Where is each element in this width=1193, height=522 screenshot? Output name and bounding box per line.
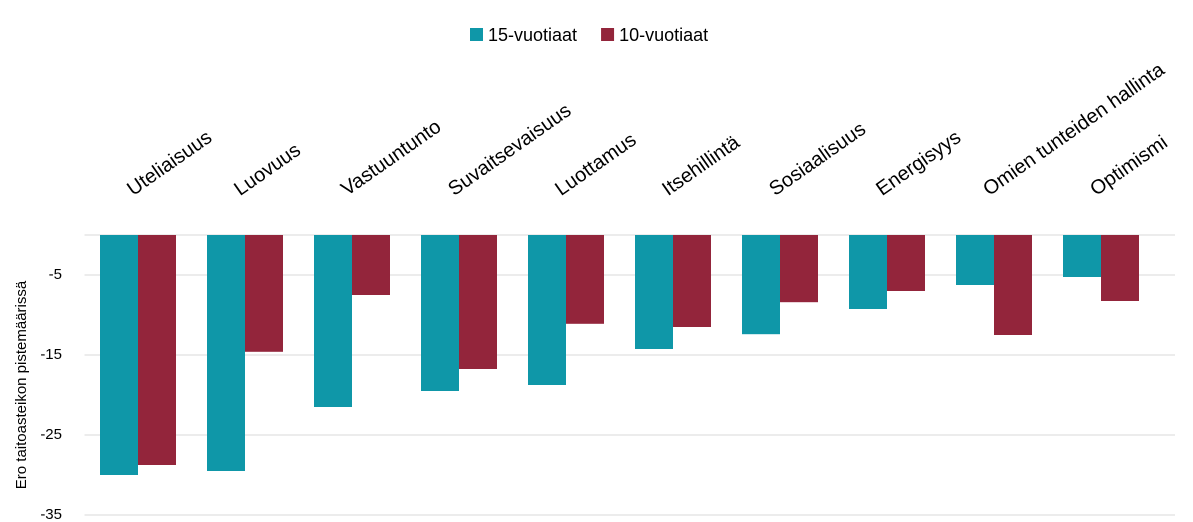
bar [635,235,673,349]
bar [1101,235,1139,301]
legend-swatch [601,28,615,41]
y-tick-label: -15 [40,346,62,363]
legend-swatch [470,28,483,41]
legend-label: 15-vuotiaat [488,25,577,45]
x-tick-label: Energisyys [872,126,965,200]
bar [956,235,994,285]
bar [849,235,887,309]
bar [314,235,352,407]
legend-label: 10-vuotiaat [619,25,708,45]
x-tick-label: Optimismi [1086,131,1171,200]
bar [994,235,1032,335]
bar [459,235,497,369]
bar [673,235,711,327]
bar [528,235,566,385]
x-tick-label: Luottamus [551,129,640,201]
x-tick-label: Vastuuntunto [337,116,445,201]
x-tick-label: Uteliaisuus [123,126,216,200]
y-tick-label: -35 [40,506,62,522]
x-tick-label: Luovuus [230,139,305,200]
x-tick-label: Omien tunteiden hallinta [979,58,1169,200]
bar [245,235,283,352]
bar [780,235,818,303]
bar [138,235,176,465]
bar [1063,235,1101,277]
bar [742,235,780,335]
bar [887,235,925,291]
y-axis-title: Ero taitoasteikon pistemäärissä [13,280,30,489]
x-tick-label: Sosiaalisuus [765,118,870,200]
bar [566,235,604,324]
bar [352,235,390,295]
y-tick-label: -5 [49,266,62,283]
x-tick-label: Itsehillintä [658,131,744,201]
bar [100,235,138,475]
bar [421,235,459,391]
bar [207,235,245,471]
y-tick-label: -25 [40,426,62,443]
